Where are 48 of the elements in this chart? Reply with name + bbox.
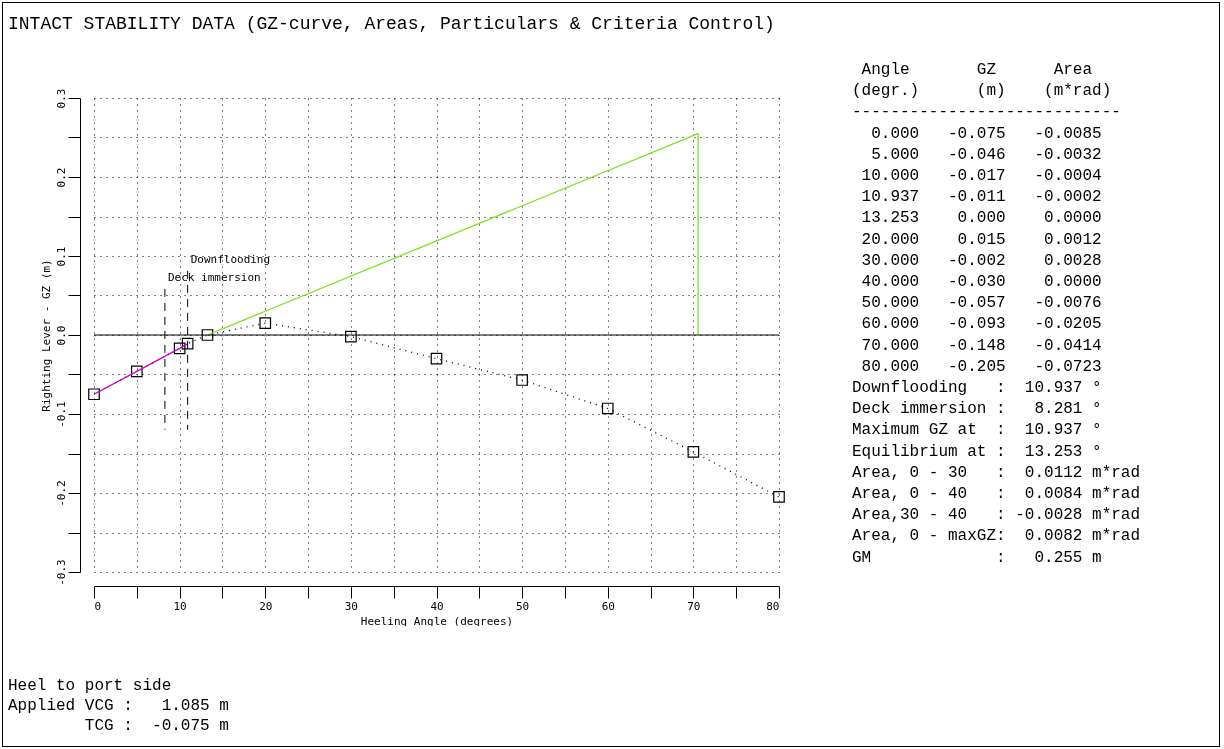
text: 80.000 -0.205 -0.0723 [860,356,1103,378]
text: 5.000 -0.046 -0.0032 [870,144,1103,166]
y-tick-label: 0.3 [54,88,68,109]
y-tick-label: -0.2 [54,480,68,507]
text: (degr.) (m) (m*rad) [852,81,1113,103]
text: Area, 0 - maxGZ: 0.0082 m*rad [852,526,1141,548]
y-axis-title: Righting Lever - GZ (m) [39,259,53,412]
text: 10.937 -0.011 -0.0002 [860,187,1103,209]
text: 70.000 -0.148 -0.0414 [860,335,1103,357]
y-tick-label: -0.3 [54,559,68,586]
text: 20.000 0.015 0.0012 [860,229,1103,251]
x-tick-label: 60 [601,599,615,613]
text: 10.000 -0.017 -0.0004 [860,166,1103,187]
chart-title: INTACT STABILITY DATA (GZ-curve, Areas, Particulars & Criteria Control) [8,14,775,34]
x-tick-label: 30 [344,599,358,613]
x-tick-label: 70 [687,599,701,613]
text: Area, 0 - 40 : 0.0084 m*rad [852,484,1141,506]
y-tick-label: 0.2 [54,167,68,188]
y-tick-label: 0.1 [54,246,68,267]
x-tick-label: 40 [430,599,444,613]
text: Area,30 - 40 : -0.0028 m*rad [852,505,1141,527]
text: Maximum GZ at : 10.937 ° [852,420,1103,442]
text: 60.000 -0.093 -0.0205 [860,314,1103,336]
x-tick-label: 80 [766,599,780,613]
text: 30.000 -0.002 0.0028 [860,250,1103,272]
text: Applied VCG : 1.085 m [8,696,229,716]
text: TCG : -0.075 m [83,716,229,736]
text: Equilibrium at : 13.253 ° [852,441,1103,463]
x-axis-title: Heeling Angle (degrees) [360,614,514,628]
text: 0.000 -0.075 -0.0085 [870,123,1103,145]
x-tick-label: 10 [173,599,187,613]
text: 40.000 -0.030 0.0000 [860,272,1103,294]
text: Heel to port side [8,676,173,696]
text: Downflooding : 10.937 ° [852,378,1103,400]
text: Deck immersion : 8.281 ° [852,399,1103,421]
text: Angle GZ Area [860,60,1094,81]
y-tick-label: 0.0 [54,325,68,346]
ref-line-label: Deck immersion [167,270,261,284]
x-tick-label: 50 [516,599,530,613]
text: ---------------------------- [852,102,1122,124]
x-tick-label: 0 [94,599,102,613]
text: GM : 0.255 m [852,547,1103,569]
text: Area, 0 - 30 : 0.0112 m*rad [852,462,1141,484]
x-tick-label: 20 [259,599,273,613]
text: 13.253 0.000 0.0000 [860,208,1103,230]
ref-line-label: Downflooding [190,252,271,266]
y-tick-label: -0.1 [54,401,68,428]
text: 50.000 -0.057 -0.0076 [860,293,1103,315]
